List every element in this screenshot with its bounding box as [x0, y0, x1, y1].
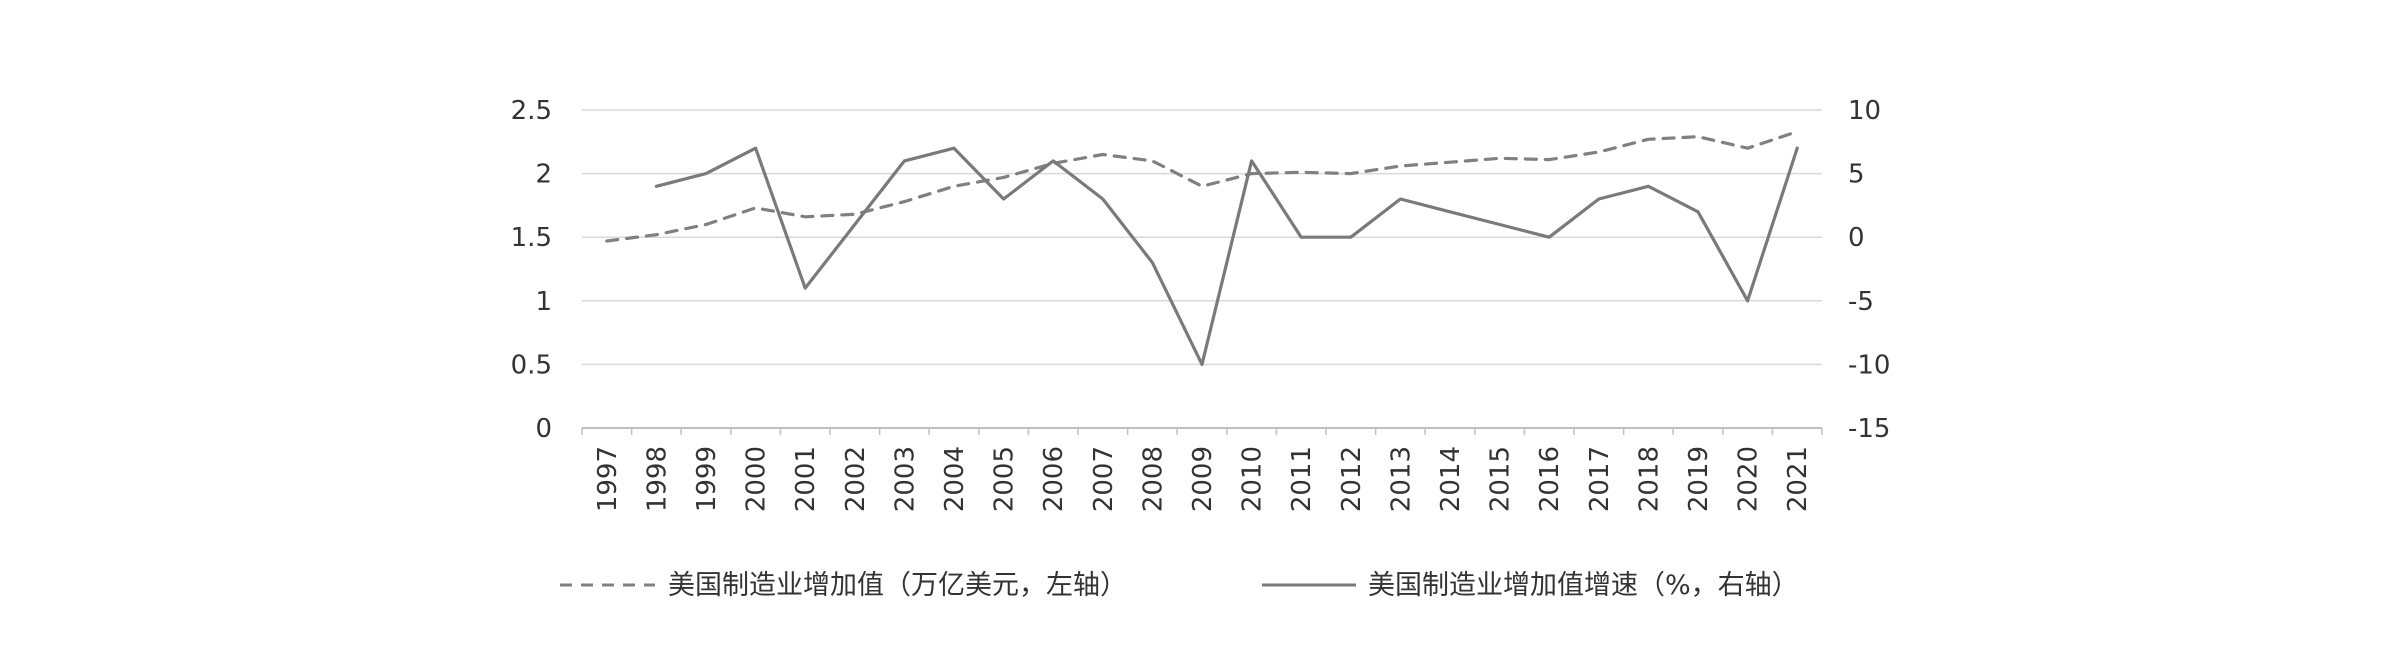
x-tick-label: 2008 [1138, 446, 1168, 512]
x-tick-label: 2000 [742, 446, 772, 512]
x-tick-label: 2010 [1238, 446, 1268, 512]
x-tick-label: 2005 [990, 446, 1020, 512]
x-tick-label: 2009 [1188, 446, 1218, 512]
x-tick-label: 2004 [940, 446, 970, 512]
x-tick-label: 1999 [692, 446, 722, 512]
right-y-tick-label: -10 [1848, 350, 1890, 380]
x-tick-label: 1998 [642, 446, 672, 512]
legend-label-growth-rate: 美国制造业增加值增速（%，右轴） [1368, 570, 1799, 601]
series-line-growth-rate [654, 146, 1799, 366]
left-y-axis: 0 0.5 1 1.5 2 2.5 [511, 96, 552, 444]
x-tick-label: 2018 [1634, 446, 1664, 512]
series-lines [605, 130, 1799, 366]
x-tick-label: 2017 [1585, 446, 1615, 512]
x-axis: 1997 1998 1999 2000 2001 2002 2003 2004 2005 2006… [581, 427, 1823, 512]
x-tick-label: 2006 [1039, 446, 1069, 512]
right-y-tick-label: 0 [1848, 223, 1865, 253]
x-tick-label: 2016 [1535, 446, 1565, 512]
left-y-tick-label: 1 [535, 287, 552, 317]
legend-label-value-added: 美国制造业增加值（万亿美元，左轴） [668, 570, 1127, 601]
right-y-tick-label: -15 [1848, 414, 1890, 444]
left-y-tick-label: 0.5 [511, 350, 552, 380]
right-y-tick-label: -5 [1848, 287, 1874, 317]
right-y-tick-label: 5 [1848, 160, 1865, 190]
gridlines [582, 109, 1822, 366]
x-tick-label: 2001 [791, 446, 821, 512]
left-y-tick-label: 0 [535, 414, 552, 444]
left-y-tick-label: 1.5 [511, 223, 552, 253]
right-y-tick-label: 10 [1848, 96, 1881, 126]
legend: 美国制造业增加值（万亿美元，左轴） 美国制造业增加值增速（%，右轴） [560, 570, 1799, 601]
left-y-tick-label: 2 [535, 160, 552, 190]
x-tick-label: 2020 [1734, 446, 1764, 512]
x-tick-label: 2015 [1486, 446, 1516, 512]
x-tick-label: 1997 [593, 446, 623, 512]
x-tick-label: 2002 [841, 446, 871, 512]
x-tick-label: 2019 [1684, 446, 1714, 512]
x-tick-label: 2012 [1337, 446, 1367, 512]
left-y-tick-label: 2.5 [511, 96, 552, 126]
x-tick-label: 2011 [1287, 446, 1317, 512]
x-tick-label: 2003 [890, 446, 920, 512]
x-tick-label: 2013 [1386, 446, 1416, 512]
series-line-value-added [605, 130, 1799, 243]
right-y-axis: -15 -10 -5 0 5 10 [1848, 96, 1890, 444]
x-tick-label: 2014 [1436, 446, 1466, 512]
x-tick-label: 2021 [1783, 446, 1813, 512]
x-tick-label: 2007 [1089, 446, 1119, 512]
